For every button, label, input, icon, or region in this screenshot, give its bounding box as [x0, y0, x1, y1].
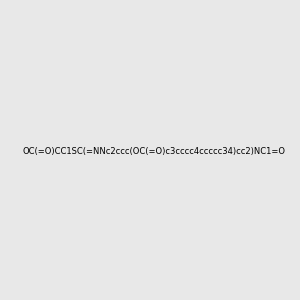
- Text: OC(=O)CC1SC(=NNc2ccc(OC(=O)c3cccc4ccccc34)cc2)NC1=O: OC(=O)CC1SC(=NNc2ccc(OC(=O)c3cccc4ccccc3…: [22, 147, 285, 156]
